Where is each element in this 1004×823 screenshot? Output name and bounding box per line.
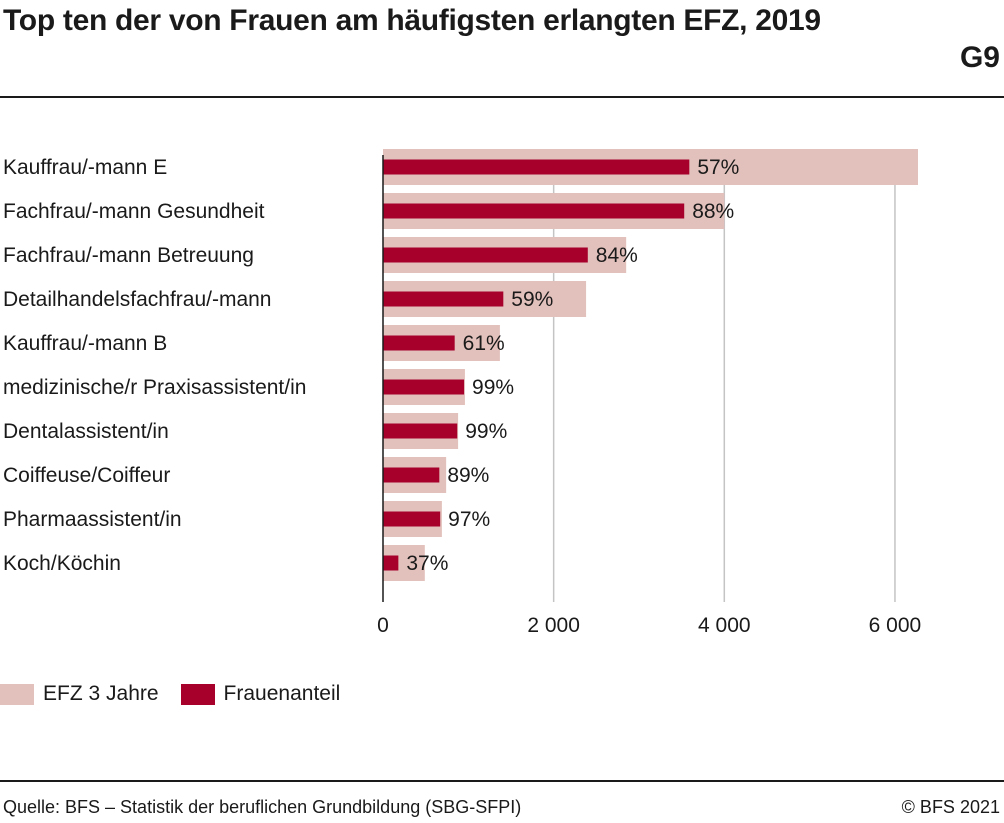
x-tick-label: 6 000 <box>869 614 922 637</box>
category-label: Koch/Köchin <box>3 552 121 575</box>
category-label: medizinische/r Praxisassistent/in <box>3 376 306 399</box>
bar-women <box>383 159 690 175</box>
legend-item-total: EFZ 3 Jahre <box>0 682 159 706</box>
data-label: 89% <box>447 464 489 487</box>
category-label: Fachfrau/-mann Gesundheit <box>3 200 265 223</box>
legend-item-women: Frauenanteil <box>180 682 341 706</box>
legend-swatch-women <box>180 683 215 705</box>
category-label: Kauffrau/-mann B <box>3 332 167 355</box>
category-label: Dentalassistent/in <box>3 420 169 443</box>
data-label: 99% <box>465 420 507 443</box>
bar-women <box>383 247 588 263</box>
data-label: 37% <box>406 552 448 575</box>
category-label: Pharmaassistent/in <box>3 508 182 531</box>
source-note: Quelle: BFS – Statistik der beruflichen … <box>3 797 522 817</box>
bar-women <box>383 379 465 395</box>
data-label: 88% <box>692 200 734 223</box>
bottom-rule <box>0 780 1004 782</box>
bar-chart: Kauffrau/-mann E 57% Fachfrau/-mann Gesund… <box>3 149 922 637</box>
legend: EFZ 3 Jahre Frauenanteil <box>0 682 362 706</box>
category-label: Coiffeuse/Coiffeur <box>3 464 170 487</box>
category-label: Kauffrau/-mann E <box>3 156 167 179</box>
legend-swatch-total <box>0 683 34 705</box>
data-label: 57% <box>697 156 739 179</box>
bar-women <box>383 423 458 439</box>
chart-code: G9 <box>959 41 1000 74</box>
top-rule <box>0 96 1004 98</box>
x-tick-label: 0 <box>377 614 389 637</box>
data-label: 84% <box>596 244 638 267</box>
data-label: 99% <box>472 376 514 399</box>
bar-women <box>383 555 399 571</box>
bar-women <box>383 203 685 219</box>
bar-women <box>383 291 504 307</box>
bar-women <box>383 335 455 351</box>
data-label: 97% <box>448 508 490 531</box>
legend-label-women: Frauenanteil <box>223 682 341 705</box>
bar-women <box>383 467 440 483</box>
chart-title: Top ten der von Frauen am häufigsten erl… <box>3 4 821 37</box>
data-label: 61% <box>463 332 505 355</box>
bar-women <box>383 511 441 527</box>
category-label: Detailhandelsfachfrau/-mann <box>3 288 272 311</box>
legend-label-total: EFZ 3 Jahre <box>43 682 159 705</box>
copyright-note: © BFS 2021 <box>901 797 1000 817</box>
data-label: 59% <box>511 288 553 311</box>
x-tick-label: 2 000 <box>527 614 580 637</box>
x-tick-label: 4 000 <box>698 614 751 637</box>
category-label: Fachfrau/-mann Betreuung <box>3 244 254 267</box>
